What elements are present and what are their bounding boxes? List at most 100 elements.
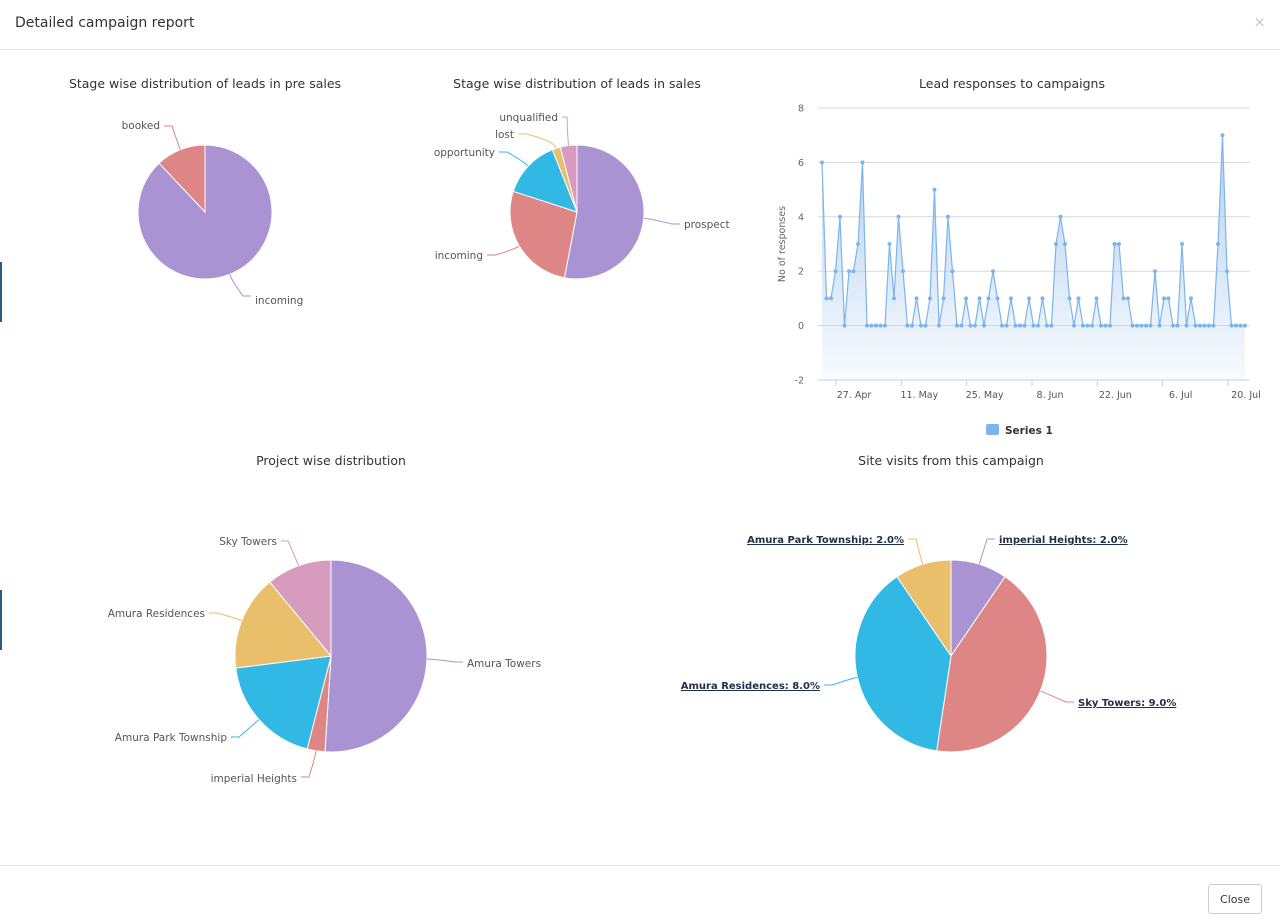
data-point[interactable] (842, 323, 847, 328)
data-point[interactable] (1085, 323, 1090, 328)
pie-label-amura-residences-8-0[interactable]: Amura Residences: 8.0% (681, 681, 820, 692)
data-point[interactable] (977, 296, 982, 301)
data-point[interactable] (1220, 133, 1225, 138)
data-point[interactable] (865, 323, 869, 328)
pie-slice-sky-towers[interactable] (269, 559, 332, 658)
data-point[interactable] (959, 323, 964, 328)
data-point[interactable] (1063, 242, 1067, 246)
data-point[interactable] (910, 323, 914, 328)
data-point[interactable] (1157, 323, 1162, 328)
pie-slice-amura-residences[interactable] (234, 581, 332, 669)
data-point[interactable] (896, 214, 901, 219)
data-point[interactable] (1153, 269, 1157, 274)
data-point[interactable] (874, 323, 878, 328)
data-point[interactable] (1031, 323, 1036, 328)
data-point[interactable] (1189, 296, 1193, 301)
data-point[interactable] (1180, 242, 1184, 246)
data-point[interactable] (946, 214, 950, 219)
data-point[interactable] (1013, 323, 1018, 328)
data-point[interactable] (1058, 214, 1063, 219)
pie-slice-prospect[interactable] (563, 144, 645, 280)
data-point[interactable] (986, 296, 991, 301)
data-point[interactable] (1117, 242, 1121, 246)
data-point[interactable] (869, 323, 874, 328)
data-point[interactable] (1162, 296, 1166, 301)
data-point[interactable] (1054, 242, 1058, 246)
data-point[interactable] (1045, 323, 1049, 328)
data-point[interactable] (1103, 323, 1108, 328)
data-point[interactable] (878, 323, 883, 328)
data-point[interactable] (887, 242, 892, 246)
pie-slice-incoming[interactable] (509, 190, 578, 279)
data-point[interactable] (928, 296, 932, 301)
data-point[interactable] (883, 323, 887, 328)
data-point[interactable] (1175, 323, 1180, 328)
data-point[interactable] (964, 296, 968, 301)
data-point[interactable] (829, 296, 833, 301)
data-point[interactable] (1099, 323, 1103, 328)
data-point[interactable] (1000, 323, 1004, 328)
data-point[interactable] (1238, 323, 1243, 328)
data-point[interactable] (995, 296, 1000, 301)
data-point[interactable] (1076, 296, 1081, 301)
data-point[interactable] (847, 269, 851, 274)
data-point[interactable] (1229, 323, 1234, 328)
data-point[interactable] (905, 323, 910, 328)
data-point[interactable] (941, 296, 946, 301)
pie-label-sky-towers-9-0[interactable]: Sky Towers: 9.0% (1078, 698, 1176, 709)
pie-slice-unqualified[interactable] (559, 144, 578, 213)
data-point[interactable] (833, 269, 838, 274)
data-point[interactable] (1112, 242, 1117, 246)
pie-slice-amura-towers[interactable] (324, 559, 428, 753)
data-point[interactable] (1135, 323, 1139, 328)
data-point[interactable] (950, 269, 955, 274)
data-point[interactable] (1067, 296, 1072, 301)
data-point[interactable] (851, 269, 856, 274)
data-point[interactable] (1144, 323, 1148, 328)
data-point[interactable] (1234, 323, 1238, 328)
close-button[interactable]: Close (1208, 884, 1262, 914)
data-point[interactable] (1049, 323, 1054, 328)
data-point[interactable] (1009, 296, 1013, 301)
data-point[interactable] (991, 269, 995, 274)
data-point[interactable] (1166, 296, 1171, 301)
data-point[interactable] (1022, 323, 1027, 328)
pie-label-amura-park-township-2-0[interactable]: Amura Park Township: 2.0% (747, 535, 904, 546)
pie-slice-opportunity[interactable] (512, 149, 578, 213)
data-point[interactable] (1004, 323, 1009, 328)
pie-label-imperial-heights-2-0[interactable]: imperial Heights: 2.0% (999, 535, 1128, 546)
data-point[interactable] (1126, 296, 1130, 301)
data-point[interactable] (914, 296, 919, 301)
data-point[interactable] (1090, 323, 1094, 328)
data-point[interactable] (1121, 296, 1126, 301)
data-point[interactable] (973, 323, 977, 328)
data-point[interactable] (1207, 323, 1211, 328)
data-point[interactable] (919, 323, 923, 328)
data-point[interactable] (1130, 323, 1135, 328)
data-point[interactable] (955, 323, 959, 328)
data-point[interactable] (1193, 323, 1198, 328)
data-point[interactable] (1216, 242, 1220, 246)
data-point[interactable] (1036, 323, 1040, 328)
data-point[interactable] (1027, 296, 1031, 301)
data-point[interactable] (1148, 323, 1153, 328)
legend-item-series-1[interactable]: Series 1 (986, 424, 1053, 437)
data-point[interactable] (982, 323, 986, 328)
pie-slice-amura-park-township[interactable] (235, 655, 332, 750)
data-point[interactable] (1171, 323, 1175, 328)
data-point[interactable] (901, 269, 905, 274)
data-point[interactable] (1184, 323, 1189, 328)
close-icon[interactable]: × (1253, 13, 1266, 31)
pie-slice-amura-residences-8-0[interactable] (854, 575, 952, 752)
data-point[interactable] (923, 323, 928, 328)
data-point[interactable] (1072, 323, 1076, 328)
data-point[interactable] (1225, 269, 1229, 274)
data-point[interactable] (838, 214, 842, 219)
data-point[interactable] (1094, 296, 1099, 301)
data-point[interactable] (892, 296, 896, 301)
data-point[interactable] (1202, 323, 1207, 328)
data-point[interactable] (937, 323, 941, 328)
data-point[interactable] (1081, 323, 1085, 328)
data-point[interactable] (824, 296, 829, 301)
data-point[interactable] (1243, 323, 1247, 328)
